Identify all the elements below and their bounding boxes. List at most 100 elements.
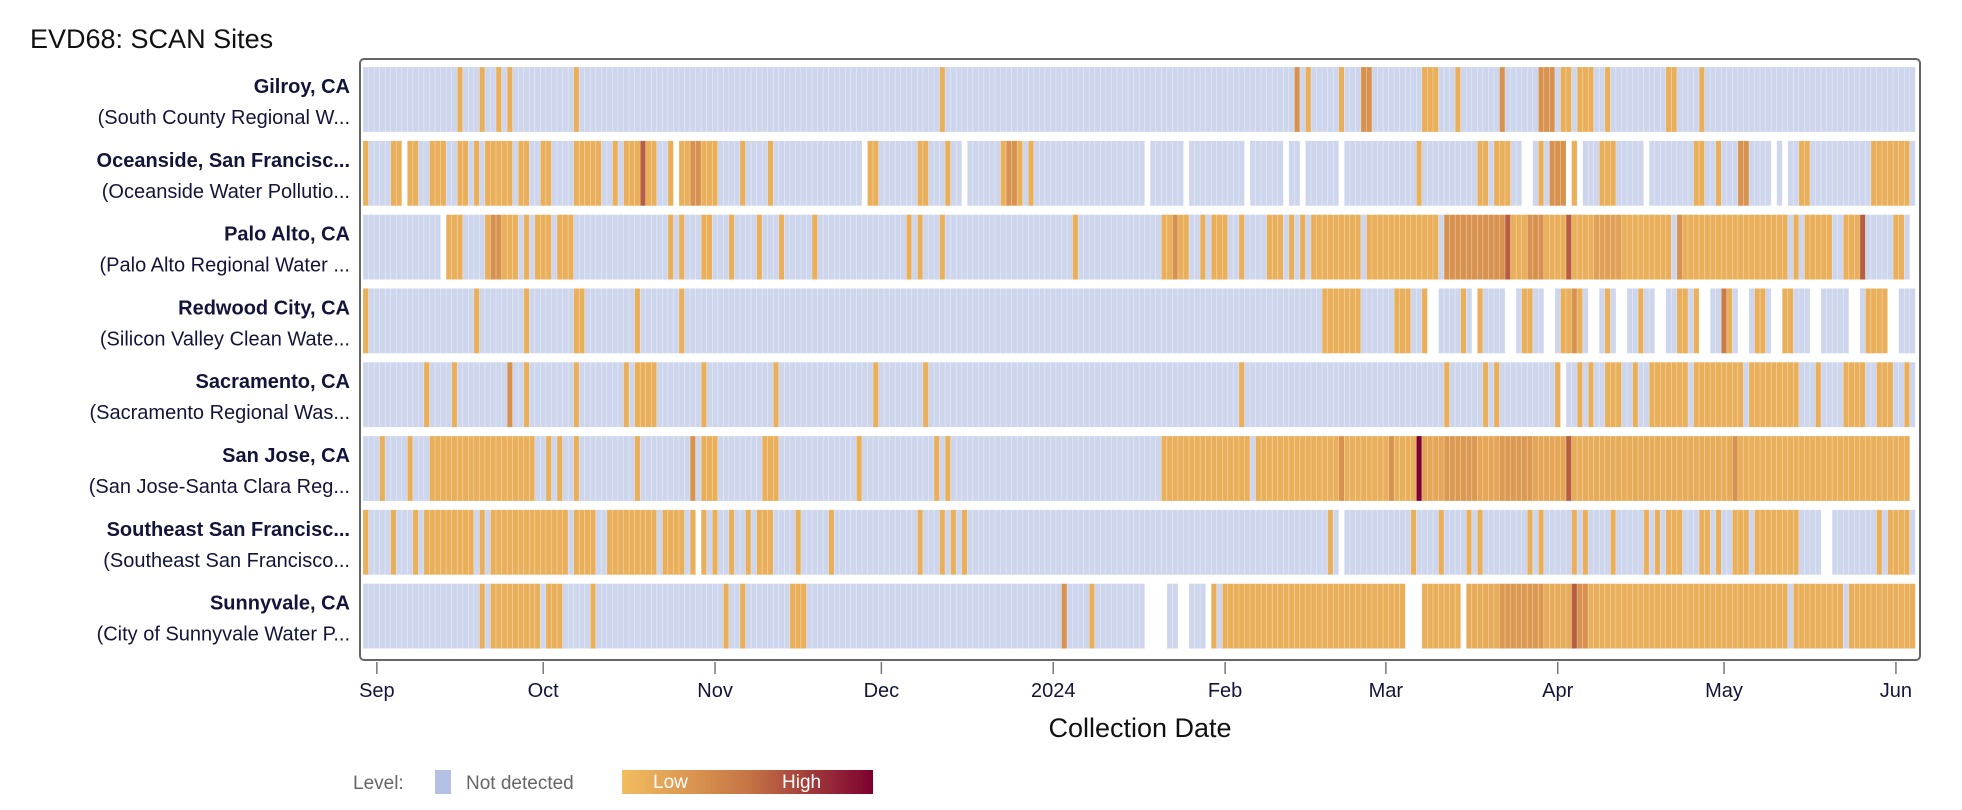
cell-not-detected: [662, 583, 669, 649]
cell-not-detected: [1088, 140, 1096, 207]
cell-not-detected: [1687, 509, 1694, 576]
cell-not-detected: [401, 214, 408, 280]
cell-not-detected: [462, 214, 469, 280]
cell-not-detected: [1371, 288, 1378, 354]
cell-not-detected: [1599, 288, 1606, 354]
cell-not-detected: [1565, 509, 1572, 576]
cell-not-detected: [1837, 361, 1844, 428]
cell-not-detected: [617, 435, 624, 502]
cell-detected: [462, 509, 469, 576]
cell-not-detected: [994, 140, 1001, 207]
cell-not-detected: [767, 583, 774, 649]
cell-not-detected: [628, 435, 635, 502]
cell-not-detected: [623, 66, 630, 133]
cell-not-detected: [662, 361, 669, 428]
cell-detected: [1465, 583, 1473, 649]
cell-not-detected: [445, 583, 453, 649]
cell-not-detected: [1626, 140, 1633, 207]
cell-not-detected: [1421, 140, 1428, 207]
cell-detected: [1432, 435, 1439, 502]
cell-detected: [1754, 361, 1761, 428]
cell-not-detected: [906, 140, 913, 207]
cell-detected: [1560, 66, 1567, 133]
legend-level-scale: [622, 770, 873, 794]
cell-detected: [1704, 214, 1711, 280]
cell-not-detected: [845, 583, 852, 649]
cell-not-detected: [373, 435, 380, 502]
cell-not-detected: [761, 214, 769, 280]
cell-not-detected: [689, 288, 696, 354]
cell-detected: [1421, 288, 1428, 354]
cell-not-detected: [1382, 140, 1389, 207]
cell-not-detected: [1277, 361, 1284, 428]
x-tick-label: 2024: [1031, 680, 1076, 702]
cell-detected: [1543, 435, 1550, 502]
cell-not-detected: [1299, 361, 1306, 428]
cell-detected: [1881, 583, 1888, 649]
cell-not-detected: [828, 361, 835, 428]
cell-detected: [490, 509, 497, 576]
cell-not-detected: [1283, 361, 1290, 428]
cell-not-detected: [451, 583, 458, 649]
cell-not-detected: [534, 361, 541, 428]
cell-detected: [1776, 361, 1783, 428]
cell-not-detected: [445, 66, 453, 133]
cell-detected: [1393, 288, 1401, 354]
cell-detected: [700, 435, 708, 502]
cell-not-detected: [1055, 509, 1062, 576]
cell-not-detected: [1831, 361, 1839, 428]
cell-not-detected: [1321, 140, 1328, 207]
cell-detected: [1543, 214, 1550, 280]
cell-not-detected: [379, 214, 386, 280]
cell-detected: [1881, 435, 1888, 502]
cell-not-detected: [1199, 583, 1206, 649]
cell-detected: [1660, 583, 1667, 649]
cell-not-detected: [723, 214, 730, 280]
cell-not-detected: [1011, 214, 1018, 280]
cell-not-detected: [978, 288, 985, 354]
cell-not-detected: [1687, 361, 1694, 428]
cell-not-detected: [656, 435, 663, 502]
cell-not-detected: [978, 66, 985, 133]
cell-detected: [1759, 583, 1766, 649]
cell-detected: [1732, 583, 1739, 649]
cell-not-detected: [1111, 435, 1118, 502]
cell-not-detected: [961, 214, 968, 280]
cell-not-detected: [1000, 435, 1007, 502]
cell-not-detected: [994, 288, 1001, 354]
cell-not-detected: [1011, 509, 1018, 576]
cell-detected: [650, 140, 658, 207]
cell-detected: [512, 509, 519, 576]
cell-detected: [1554, 140, 1561, 207]
cell-not-detected: [1720, 66, 1728, 133]
cell-detected: [390, 509, 397, 576]
chart-title: EVD68: SCAN Sites: [30, 24, 273, 54]
cell-not-detected: [1094, 66, 1101, 133]
cell-not-detected: [1371, 509, 1378, 576]
cell-detected: [473, 140, 480, 207]
cell-not-detected: [700, 66, 708, 133]
cell-not-detected: [395, 214, 403, 280]
cell-not-detected: [1815, 140, 1822, 207]
cell-detected: [1554, 435, 1561, 502]
cell-not-detected: [1111, 214, 1118, 280]
cell-detected: [545, 214, 552, 280]
cell-not-detected: [867, 435, 874, 502]
cell-detected: [1172, 214, 1179, 280]
cell-detected: [1798, 583, 1805, 649]
cell-not-detected: [784, 583, 791, 649]
cell-not-detected: [739, 214, 746, 280]
cell-not-detected: [1077, 66, 1085, 133]
cell-detected: [523, 288, 530, 354]
cell-not-detected: [1094, 583, 1101, 649]
cell-not-detected: [1166, 361, 1173, 428]
cell-not-detected: [1222, 66, 1229, 133]
cell-not-detected: [894, 140, 902, 207]
cell-not-detected: [1865, 66, 1872, 133]
cell-not-detected: [407, 66, 414, 133]
cell-not-detected: [1515, 361, 1522, 428]
cell-detected: [711, 509, 719, 576]
cell-not-detected: [517, 66, 525, 133]
cell-not-detected: [1183, 509, 1190, 576]
cell-detected: [1482, 435, 1489, 502]
